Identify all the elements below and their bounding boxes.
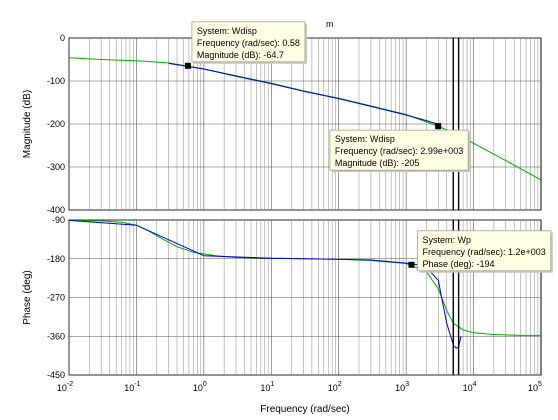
- phase-y-axis-label: Phase (deg): [22, 270, 33, 324]
- datatip-freq-label: Frequency (rad/sec): 1.2e+003: [422, 247, 545, 257]
- x-tick-label: 105: [528, 381, 542, 393]
- phase-datatips[interactable]: System: Wp Frequency (rad/sec): 1.2e+003 P…: [408, 230, 553, 273]
- datatip-box[interactable]: [191, 21, 306, 63]
- x-tick-label: 102: [328, 381, 342, 393]
- y-tick-label: -90: [52, 215, 65, 225]
- series-wp-line: [168, 62, 439, 125]
- magnitude-y-axis-label: Magnitude (dB): [22, 90, 33, 158]
- datatip-series: System: Wdisp: [197, 26, 257, 36]
- x-tick-label: 103: [395, 381, 409, 393]
- x-tick-label: 101: [260, 381, 274, 393]
- datatip-freq-label: Frequency (rad/sec): 2.99e+003: [335, 146, 463, 156]
- magnitude-datatips[interactable]: System: Wdisp Frequency (rad/sec): 0.58 Ma…: [184, 21, 471, 173]
- y-tick-label: -180: [47, 254, 65, 264]
- datatip[interactable]: System: Wp Frequency (rad/sec): 1.2e+003 P…: [408, 230, 553, 273]
- y-tick-label: -100: [47, 76, 65, 86]
- datatip-value-label: Magnitude (dB): -64.7: [197, 50, 284, 60]
- datatip-marker[interactable]: [184, 62, 191, 69]
- datatip-marker[interactable]: [435, 123, 442, 130]
- magnitude-y-ticks: 0 -100 -200 -300 -400: [47, 33, 65, 215]
- datatip[interactable]: System: Wdisp Frequency (rad/sec): 0.58 Ma…: [184, 21, 307, 69]
- y-tick-label: -450: [47, 370, 65, 380]
- x-tick-label: 10-1: [124, 381, 140, 393]
- phase-y-ticks: -90 -180 -270 -360 -450: [47, 215, 65, 380]
- y-tick-label: -270: [47, 293, 65, 303]
- datatip-box[interactable]: [417, 230, 552, 272]
- y-tick-label: -200: [47, 119, 65, 129]
- title-fragment: m: [326, 19, 334, 29]
- datatip-series: System: Wdisp: [335, 134, 395, 144]
- x-tick-label: 10-2: [57, 381, 73, 393]
- y-tick-label: 0: [60, 33, 65, 43]
- y-tick-label: -300: [47, 162, 65, 172]
- magnitude-grid: [68, 37, 541, 211]
- datatip[interactable]: System: Wdisp Frequency (rad/sec): 2.99e+…: [329, 123, 471, 173]
- datatip-value-label: Phase (deg): -194: [422, 259, 494, 269]
- datatip-series: System: Wp: [422, 235, 471, 245]
- datatip-freq-label: Frequency (rad/sec): 0.58: [197, 38, 300, 48]
- x-ticks: 10-2 10-1 100 101 102 103 104 105: [57, 381, 542, 393]
- x-axis-label: Frequency (rad/sec): [260, 404, 349, 415]
- datatip-value-label: Magnitude (dB): -205: [335, 158, 420, 168]
- y-tick-label: -360: [47, 331, 65, 341]
- x-tick-label: 100: [193, 381, 207, 393]
- datatip-marker[interactable]: [408, 261, 415, 268]
- x-tick-label: 104: [463, 381, 477, 393]
- y-tick-label: -400: [47, 205, 65, 215]
- datatip-box[interactable]: [329, 129, 469, 171]
- magnitude-panel: 0 -100 -200 -300 -400 System: Wdisp Frequency…: [22, 21, 542, 215]
- magnitude-marker-lines: [452, 38, 460, 210]
